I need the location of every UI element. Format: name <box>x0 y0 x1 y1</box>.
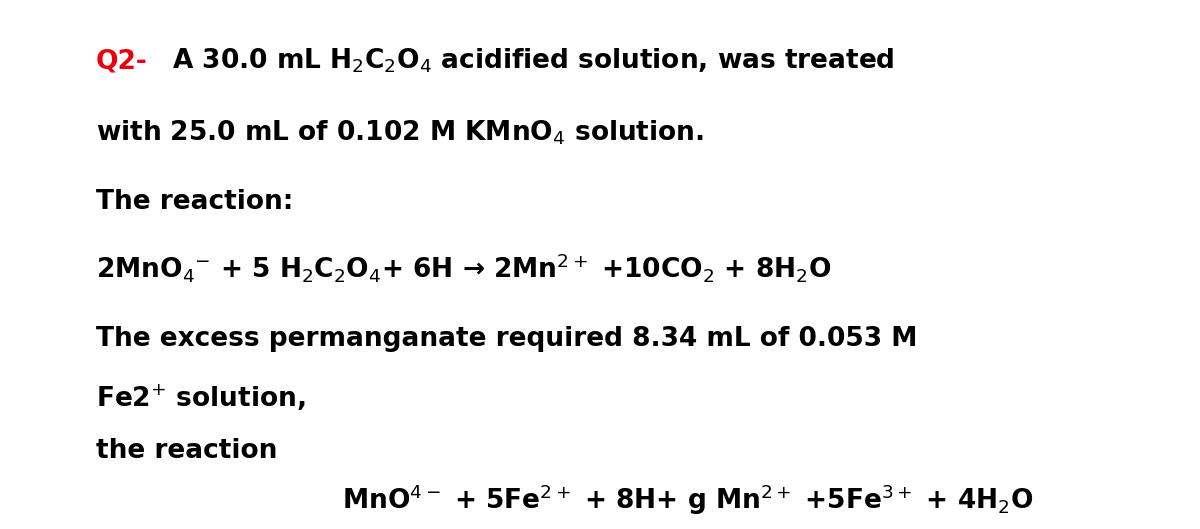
Text: Fe2$^{+}$ solution,: Fe2$^{+}$ solution, <box>96 383 306 413</box>
Text: Q2-: Q2- <box>96 49 148 75</box>
Text: The excess permanganate required 8.34 mL of 0.053 M: The excess permanganate required 8.34 mL… <box>96 326 917 352</box>
Text: The reaction:: The reaction: <box>96 189 293 215</box>
Text: 2MnO$_{4}$$^{-}$ + 5 H$_{2}$C$_{2}$O$_{4}$+ 6H → 2Mn$^{2+}$ +10CO$_{2}$ + 8H$_{2: 2MnO$_{4}$$^{-}$ + 5 H$_{2}$C$_{2}$O$_{4… <box>96 251 832 284</box>
Text: A 30.0 mL H$_{2}$C$_{2}$O$_{4}$ acidified solution, was treated: A 30.0 mL H$_{2}$C$_{2}$O$_{4}$ acidifie… <box>163 47 894 75</box>
Text: with 25.0 mL of 0.102 M KMnO$_{4}$ solution.: with 25.0 mL of 0.102 M KMnO$_{4}$ solut… <box>96 118 704 147</box>
Text: the reaction: the reaction <box>96 437 277 463</box>
Text: MnO$^{4-}$ + 5Fe$^{2+}$ + 8H+ g Mn$^{2+}$ +5Fe$^{3+}$ + 4H$_{2}$O: MnO$^{4-}$ + 5Fe$^{2+}$ + 8H+ g Mn$^{2+}… <box>342 482 1033 517</box>
